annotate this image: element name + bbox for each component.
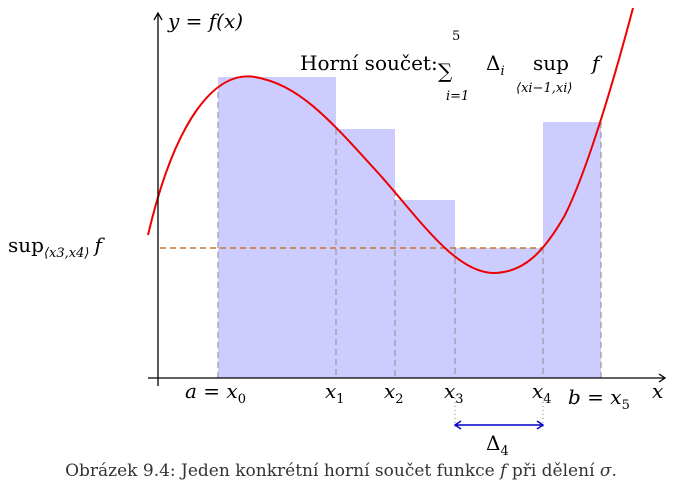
delta: Δ — [486, 51, 500, 75]
y-label: y = f(x) — [167, 9, 243, 33]
f: f — [498, 461, 509, 481]
sup: sup — [533, 51, 569, 75]
main: x — [532, 379, 543, 403]
main: b = x — [568, 385, 622, 409]
text: . — [612, 461, 617, 481]
sub: 4 — [543, 392, 551, 407]
sub: 4 — [500, 444, 508, 459]
f: f — [590, 51, 603, 75]
partition-lines — [217, 92, 602, 378]
x-tick-label: a = x0 — [185, 379, 246, 407]
sum-lower: i=1 — [446, 89, 469, 104]
f: f — [92, 233, 105, 257]
main: x — [444, 379, 455, 403]
sub: 1 — [336, 392, 344, 407]
axes — [148, 11, 667, 386]
rect — [455, 248, 543, 378]
sup: sup — [8, 233, 44, 257]
main: a = x — [185, 379, 238, 403]
sup-label: sup⟨x3,x4⟩ f — [8, 233, 105, 261]
x-tick-label: x3 — [444, 379, 464, 407]
sum-upper: 5 — [452, 29, 460, 44]
rect — [218, 77, 336, 378]
main: x — [384, 379, 395, 403]
sub: ⟨x3,x4⟩ — [44, 246, 89, 261]
curve — [147, 7, 634, 275]
delta-lines — [454, 398, 544, 428]
x-arrow — [658, 373, 667, 383]
delta-i: Δi — [486, 51, 505, 79]
x-tick-label: x2 — [384, 379, 404, 407]
sub: 3 — [455, 392, 463, 407]
main: x — [325, 379, 336, 403]
delta4-label: Δ4 — [486, 431, 509, 459]
x-tick-label: x1 — [325, 379, 345, 407]
text: při dělení — [506, 461, 599, 481]
rectangles — [218, 77, 601, 378]
x-tick-label: x4 — [532, 379, 552, 407]
sub: 5 — [622, 398, 630, 413]
sum-sign: ∑ — [438, 59, 453, 83]
y-arrow — [153, 11, 163, 21]
x-label: x — [652, 379, 663, 403]
delta-arrow — [453, 420, 545, 430]
x-tick-label: b = x5 — [568, 385, 630, 413]
sub: 2 — [395, 392, 403, 407]
rect — [395, 200, 455, 378]
caption: Obrázek 9.4: Jeden konkrétní horní souče… — [65, 461, 617, 481]
text: Obrázek 9.4: Jeden konkrétní horní souče… — [65, 461, 500, 481]
sum-label: Horní součet: — [300, 51, 438, 75]
main: Δ — [486, 431, 500, 455]
sigma: σ — [600, 461, 612, 481]
arrow-heads — [453, 420, 545, 430]
sub: i — [500, 64, 504, 79]
sup-sub: ⟨xi−1,xi⟩ — [516, 81, 572, 96]
sub: 0 — [238, 392, 246, 407]
rect — [543, 122, 601, 378]
rect — [336, 129, 395, 378]
